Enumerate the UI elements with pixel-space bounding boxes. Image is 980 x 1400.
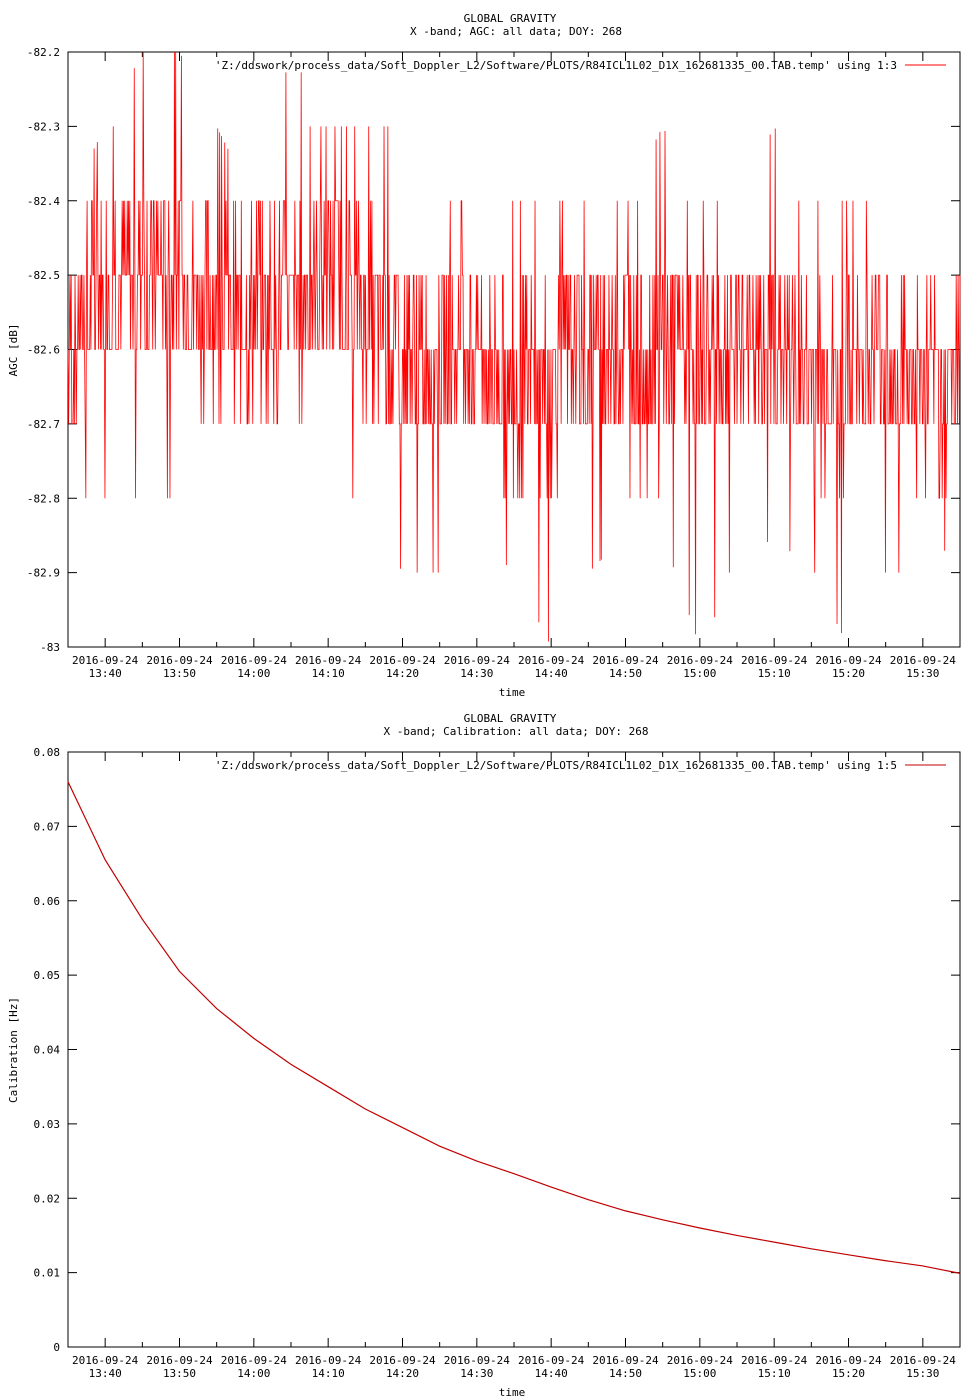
- agc-x-tick-time: 14:40: [535, 667, 568, 680]
- calibration-x-tick-time: 14:20: [386, 1367, 419, 1380]
- calibration-x-tick-time: 15:00: [683, 1367, 716, 1380]
- agc-x-tick-time: 13:50: [163, 667, 196, 680]
- agc-x-tick-date: 2016-09-24: [815, 654, 882, 667]
- agc-x-tick-date: 2016-09-24: [741, 654, 808, 667]
- agc-x-tick-time: 15:20: [832, 667, 865, 680]
- calibration-y-tick-label: 0.08: [34, 746, 61, 759]
- calibration-x-tick-time: 15:10: [758, 1367, 791, 1380]
- calibration-x-tick-time: 14:30: [460, 1367, 493, 1380]
- agc-y-tick-label: -82.4: [27, 195, 60, 208]
- agc-x-tick-time: 15:00: [683, 667, 716, 680]
- calibration-chart-subtitle: X -band; Calibration: all data; DOY: 268: [384, 725, 649, 738]
- calibration-x-tick-date: 2016-09-24: [72, 1354, 139, 1367]
- agc-y-tick-label: -82.8: [27, 492, 60, 505]
- calibration-x-tick-time: 14:50: [609, 1367, 642, 1380]
- calibration-legend-label: 'Z:/ddswork/process_data/Soft_Doppler_L2…: [215, 759, 897, 772]
- agc-x-tick-time: 14:00: [237, 667, 270, 680]
- calibration-x-tick-date: 2016-09-24: [518, 1354, 585, 1367]
- calibration-y-axis: 0 0.01 0.02 0.03 0.04 0.05 0.06 0.07 0.08: [34, 746, 960, 1354]
- calibration-x-tick-date: 2016-09-24: [444, 1354, 511, 1367]
- calibration-y-axis-label: Calibration [Hz]: [7, 997, 20, 1103]
- agc-x-tick-date: 2016-09-24: [518, 654, 585, 667]
- agc-x-tick-date: 2016-09-24: [444, 654, 511, 667]
- calibration-x-tick-time: 15:20: [832, 1367, 865, 1380]
- calibration-series-line: [67, 781, 961, 1274]
- agc-x-tick-time: 14:50: [609, 667, 642, 680]
- agc-x-tick-date: 2016-09-24: [146, 654, 213, 667]
- agc-x-tick-time: 15:30: [906, 667, 939, 680]
- calibration-x-tick-date: 2016-09-24: [221, 1354, 288, 1367]
- calibration-x-tick-date: 2016-09-24: [890, 1354, 957, 1367]
- agc-chart-title: GLOBAL GRAVITY: [464, 12, 557, 25]
- calibration-x-tick-date: 2016-09-24: [667, 1354, 734, 1367]
- agc-y-tick-label: -82.2: [27, 46, 60, 59]
- calibration-x-axis: 2016-09-2413:402016-09-2413:502016-09-24…: [72, 752, 956, 1380]
- agc-x-tick-time: 15:10: [758, 667, 791, 680]
- calibration-x-tick-date: 2016-09-24: [815, 1354, 882, 1367]
- calibration-y-tick-label: 0.07: [34, 820, 61, 833]
- calibration-x-tick-date: 2016-09-24: [741, 1354, 808, 1367]
- agc-series-line: [67, 51, 961, 642]
- calibration-x-tick-date: 2016-09-24: [369, 1354, 436, 1367]
- agc-y-tick-label: -82.9: [27, 567, 60, 580]
- calibration-series: [67, 781, 961, 1274]
- agc-x-tick-time: 14:10: [312, 667, 345, 680]
- agc-chart-subtitle: X -band; AGC: all data; DOY: 268: [410, 25, 622, 38]
- calibration-y-tick-label: 0.05: [34, 969, 61, 982]
- calibration-x-tick-time: 13:40: [89, 1367, 122, 1380]
- calibration-x-tick-time: 14:00: [237, 1367, 270, 1380]
- agc-series: [67, 51, 961, 642]
- agc-x-axis: 2016-09-2413:402016-09-2413:502016-09-24…: [72, 52, 956, 680]
- agc-x-tick-date: 2016-09-24: [890, 654, 957, 667]
- agc-legend-label: 'Z:/ddswork/process_data/Soft_Doppler_L2…: [215, 59, 897, 72]
- agc-x-tick-date: 2016-09-24: [592, 654, 659, 667]
- calibration-y-tick-label: 0: [53, 1341, 60, 1354]
- calibration-x-tick-time: 14:10: [312, 1367, 345, 1380]
- calibration-y-tick-label: 0.03: [34, 1118, 61, 1131]
- agc-y-axis-label: AGC [dB]: [7, 324, 20, 377]
- agc-y-axis: -82.2 -82.3 -82.4 -82.5 -82.6 -82.7 -82.8 -82.9…: [27, 46, 960, 654]
- agc-x-tick-date: 2016-09-24: [221, 654, 288, 667]
- agc-x-tick-date: 2016-09-24: [295, 654, 362, 667]
- agc-x-axis-label: time: [499, 686, 526, 699]
- agc-y-tick-label: -82.3: [27, 120, 60, 133]
- agc-x-tick-date: 2016-09-24: [369, 654, 436, 667]
- calibration-chart-title: GLOBAL GRAVITY: [464, 712, 557, 725]
- calibration-y-tick-label: 0.04: [34, 1044, 61, 1057]
- calibration-x-tick-date: 2016-09-24: [592, 1354, 659, 1367]
- calibration-x-tick-date: 2016-09-24: [295, 1354, 362, 1367]
- agc-x-tick-date: 2016-09-24: [72, 654, 139, 667]
- agc-y-tick-label: -82.5: [27, 269, 60, 282]
- calibration-x-tick-date: 2016-09-24: [146, 1354, 213, 1367]
- calibration-y-tick-label: 0.06: [34, 895, 61, 908]
- calibration-chart: GLOBAL GRAVITY X -band; Calibration: all…: [7, 712, 961, 1399]
- calibration-y-tick-label: 0.01: [34, 1267, 61, 1280]
- agc-chart: GLOBAL GRAVITY X -band; AGC: all data; D…: [7, 12, 961, 699]
- agc-x-tick-time: 13:40: [89, 667, 122, 680]
- agc-x-tick-time: 14:30: [460, 667, 493, 680]
- calibration-y-tick-label: 0.02: [34, 1192, 61, 1205]
- calibration-x-tick-time: 13:50: [163, 1367, 196, 1380]
- agc-x-tick-date: 2016-09-24: [667, 654, 734, 667]
- agc-y-tick-label: -82.6: [27, 344, 60, 357]
- calibration-x-tick-time: 15:30: [906, 1367, 939, 1380]
- calibration-x-axis-label: time: [499, 1386, 526, 1399]
- agc-y-tick-label: -83: [40, 641, 60, 654]
- agc-y-tick-label: -82.7: [27, 418, 60, 431]
- calibration-plot-frame: [67, 751, 961, 1348]
- agc-x-tick-time: 14:20: [386, 667, 419, 680]
- calibration-x-tick-time: 14:40: [535, 1367, 568, 1380]
